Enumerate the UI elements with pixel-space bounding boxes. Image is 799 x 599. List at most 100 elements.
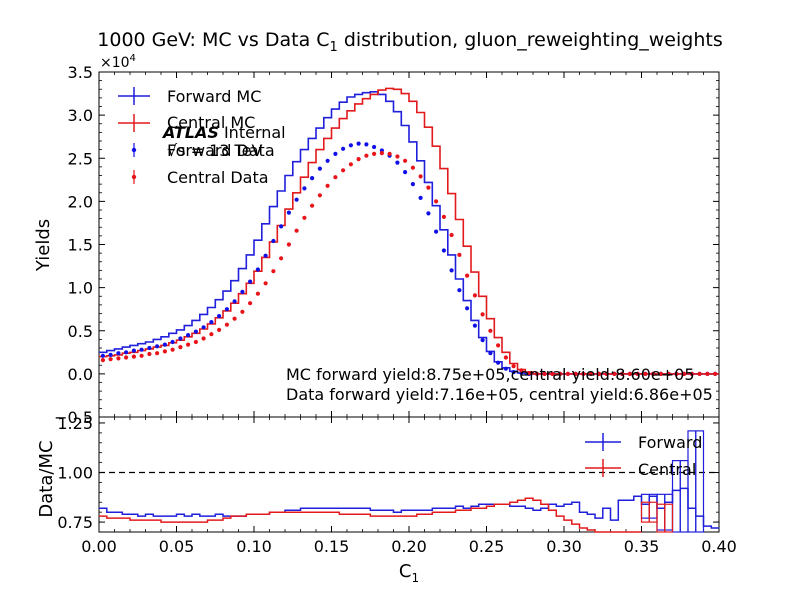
x-tick-label: 0.20 — [391, 537, 427, 556]
data-point — [356, 141, 361, 146]
x-tick-label: 0.40 — [701, 537, 737, 556]
main-y-tick-label: 3.0 — [68, 106, 93, 125]
data-point — [333, 151, 338, 156]
data-point — [620, 371, 625, 376]
data-point — [356, 157, 361, 162]
data-point — [279, 256, 284, 261]
data-point — [434, 199, 439, 204]
data-point — [232, 299, 237, 304]
data-point — [666, 371, 671, 376]
data-point — [488, 351, 493, 356]
data-point — [434, 229, 439, 234]
data-point — [589, 371, 594, 376]
data-point — [534, 371, 540, 376]
data-point — [271, 238, 276, 244]
data-point — [116, 351, 121, 356]
data-point — [217, 314, 222, 319]
data-point — [519, 368, 524, 373]
ratio-error-box — [687, 430, 705, 533]
data-point — [573, 371, 578, 376]
ratio-plot-panel: 0.75 1.00 1.25 0.00 0.05 0.10 0.15 0.20 0.25 0.3… — [57, 414, 736, 556]
data-point — [100, 358, 105, 363]
main-y-tick-label: 1.0 — [68, 279, 93, 298]
data-point — [333, 175, 338, 180]
ratio-series-group — [99, 430, 719, 533]
data-point — [341, 146, 346, 151]
data-point — [193, 329, 198, 334]
data-point — [209, 320, 214, 325]
data-point — [496, 360, 501, 365]
data-point — [472, 323, 477, 328]
data-point — [286, 242, 291, 247]
data-point — [108, 357, 113, 362]
legend-label-forward-mc: Forward MC — [167, 87, 261, 106]
legend-entry-forward-mc: Forward MC — [118, 87, 261, 106]
data-point — [418, 195, 423, 200]
ratio-series-central — [99, 497, 642, 533]
main-y-tick-label: 0.0 — [68, 365, 93, 384]
data-point — [635, 371, 640, 376]
legend-entry-forward-ratio: Forward — [585, 433, 702, 452]
data-point — [480, 338, 485, 343]
legend-entry-central-mc: Central MC — [118, 113, 255, 132]
data-point — [364, 153, 369, 158]
ratio-series-forward — [99, 487, 719, 529]
ratio-y-tick-label: 1.25 — [57, 414, 93, 433]
data-point — [372, 144, 377, 150]
main-y-tick-label: 1.5 — [68, 236, 93, 255]
series-central-data — [100, 151, 718, 376]
data-point — [403, 170, 408, 175]
data-point — [294, 228, 299, 233]
data-point — [224, 307, 229, 312]
y-axis-label-yields: Yields — [33, 219, 54, 272]
data-point — [426, 185, 431, 190]
y-axis-multiplier: ×104 — [100, 53, 136, 71]
main-y-tick-label: −0.5 — [54, 408, 93, 427]
data-point — [147, 351, 152, 357]
main-x-ticks — [98, 72, 720, 417]
data-point — [565, 371, 571, 376]
data-point — [465, 273, 470, 278]
ratio-x-ticks: 0.00 0.05 0.10 0.15 0.20 0.25 0.30 0.35 0.40 — [81, 417, 737, 556]
data-point — [240, 309, 245, 314]
main-y-ticks: −0.5 0.0 0.5 1.0 1.5 2.0 2.5 3.0 3.5 — [54, 63, 719, 427]
data-point — [596, 371, 602, 376]
data-point — [193, 339, 198, 345]
data-point — [124, 355, 129, 360]
data-point — [410, 165, 415, 170]
legend-label-forward-ratio: Forward — [638, 433, 702, 452]
data-point — [116, 356, 121, 361]
data-point — [348, 143, 353, 148]
ratio-y-tick-label: 1.00 — [57, 464, 93, 483]
data-point — [457, 288, 462, 293]
data-point — [441, 214, 446, 219]
data-point — [294, 197, 299, 202]
energy-label: √s = 13 TeV — [167, 141, 262, 160]
data-point — [286, 210, 291, 215]
legend-label-central-ratio: Central — [638, 460, 696, 479]
data-point — [527, 370, 532, 376]
data-point — [488, 328, 493, 333]
data-point — [457, 252, 462, 257]
data-point — [325, 158, 330, 163]
main-series-group — [99, 87, 719, 376]
main-y-tick-label: 2.5 — [68, 149, 93, 168]
data-point — [503, 366, 508, 371]
data-point — [147, 345, 152, 351]
data-point — [426, 211, 431, 216]
data-point — [186, 333, 191, 338]
data-point — [379, 151, 384, 156]
data-point — [255, 291, 260, 296]
data-point — [403, 158, 408, 163]
data-point — [217, 327, 222, 332]
mc-yield-annotation: MC forward yield:8.75e+05,central yield:… — [286, 365, 695, 384]
data-point — [503, 355, 508, 360]
data-point — [263, 281, 268, 286]
main-y-tick-label: 2.0 — [68, 192, 93, 211]
data-point — [418, 174, 423, 179]
data-point — [124, 350, 129, 355]
data-point — [108, 352, 113, 357]
data-point — [155, 351, 160, 356]
ratio-legend: Forward Central — [585, 433, 702, 479]
